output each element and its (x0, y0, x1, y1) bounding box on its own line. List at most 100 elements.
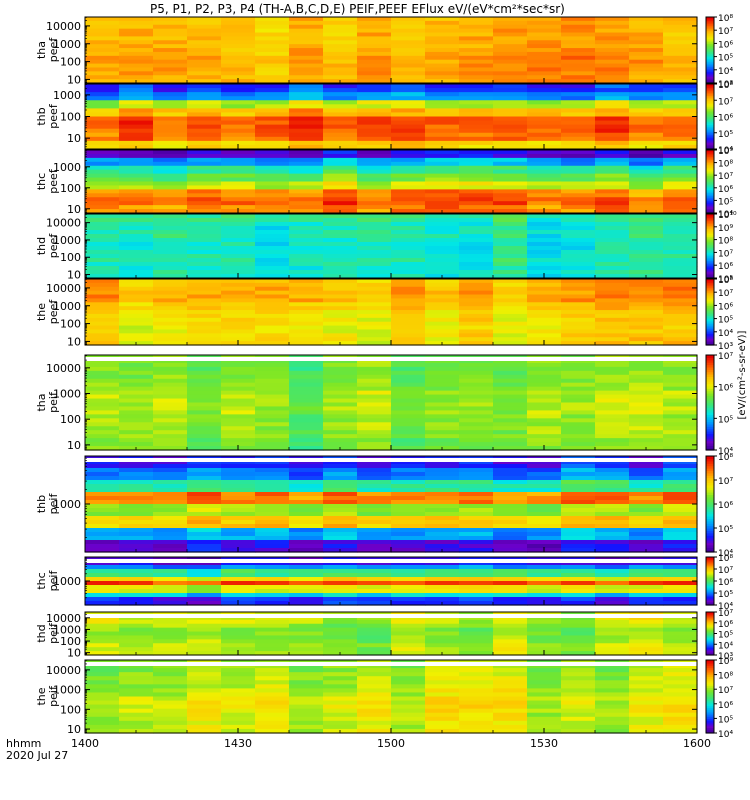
colorbar-step (706, 313, 714, 316)
colorbar-step (706, 292, 714, 295)
heatmap-cell (561, 524, 596, 529)
colorbar-step (706, 103, 714, 106)
heatmap-cell (425, 238, 460, 243)
colorbar-step (706, 597, 714, 600)
colorbar-step (706, 116, 714, 119)
heatmap-cell (459, 468, 494, 473)
colorbar-step (706, 187, 714, 190)
heatmap-cell (595, 577, 630, 582)
heatmap-cell (187, 177, 222, 183)
heatmap-cell (85, 341, 120, 346)
heatmap-cell (391, 544, 426, 549)
heatmap-cell (289, 573, 324, 578)
heatmap-cell (391, 593, 426, 598)
heatmap-cell (595, 55, 630, 61)
colorbar-frame (705, 16, 715, 84)
heatmap-cell (459, 635, 494, 640)
heatmap-cell (595, 647, 630, 652)
heatmap-cell (391, 619, 426, 625)
heatmap-cell (663, 728, 698, 734)
colorbar-step (706, 222, 714, 225)
heatmap-cell (663, 84, 698, 89)
colorbar-step (706, 26, 714, 30)
heatmap-cell (85, 593, 120, 598)
heatmap-cell (561, 370, 596, 376)
heatmap-cell (289, 262, 324, 267)
heatmap-cell (595, 214, 630, 219)
heatmap-cell (187, 262, 222, 267)
heatmap-cell (561, 230, 596, 235)
heatmap-cell (221, 680, 256, 685)
heatmap-cell (459, 298, 494, 303)
y-tick-label: 10 (67, 203, 81, 216)
heatmap-cell (357, 104, 392, 109)
heatmap-cell (289, 17, 324, 22)
heatmap-cell (595, 124, 630, 130)
heatmap-cell (629, 333, 664, 338)
heatmap-cell (255, 75, 290, 80)
heatmap-cell (119, 358, 154, 364)
heatmap-cell (459, 460, 494, 465)
colorbar-step (706, 720, 714, 723)
colorbar-step (706, 186, 714, 189)
heatmap-cell (255, 488, 290, 493)
heatmap-cell (629, 688, 664, 694)
heatmap-cell (425, 573, 460, 578)
heatmap-cell (357, 398, 392, 404)
colorbar-step (706, 258, 714, 261)
colorbar-step (706, 615, 714, 617)
heatmap-cell (663, 222, 698, 227)
heatmap-cell (493, 250, 528, 255)
heatmap-cell (493, 577, 528, 582)
heatmap-cell (119, 290, 154, 296)
heatmap-cell (493, 132, 528, 138)
heatmap-cell (527, 532, 562, 537)
heatmap-cell (493, 165, 528, 171)
heatmap-cell (663, 169, 698, 175)
heatmap-cell (595, 181, 630, 187)
heatmap-cell (85, 302, 120, 307)
heatmap-cell (527, 418, 562, 423)
heatmap-cell (289, 728, 324, 734)
colorbar-step (706, 635, 714, 638)
colorbar-step (706, 250, 714, 253)
colorbar-step (706, 409, 714, 413)
heatmap-cell (561, 704, 596, 710)
heatmap-cell (493, 565, 528, 570)
heatmap-cell (425, 460, 460, 465)
heatmap-cell (493, 55, 528, 61)
heatmap-cell (425, 321, 460, 327)
heatmap-cell (255, 63, 290, 69)
colorbar-step (706, 20, 714, 23)
y-tick-label: 1000 (53, 498, 81, 511)
heatmap-cell (493, 362, 528, 368)
heatmap-cell (119, 386, 154, 392)
heatmap-cell (357, 286, 392, 292)
heatmap-cell (187, 668, 222, 673)
heatmap-cell (391, 362, 426, 368)
heatmap-cell (493, 144, 528, 150)
heatmap-cell (663, 635, 698, 640)
heatmap-cell (289, 524, 324, 529)
heatmap-cell (255, 36, 290, 41)
heatmap-cell (187, 488, 222, 493)
colorbar-step (706, 544, 714, 548)
heatmap-cell (323, 581, 358, 586)
colorbar-step (706, 287, 714, 290)
heatmap-cell (595, 266, 630, 271)
heatmap-cell (323, 597, 358, 602)
heatmap-cell (323, 406, 358, 412)
heatmap-cell (221, 724, 256, 730)
heatmap-cell (493, 325, 528, 331)
heatmap-cell (459, 544, 494, 549)
heatmap-cell (255, 639, 290, 644)
colorbar-step (706, 66, 714, 69)
heatmap-cell (255, 664, 290, 669)
heatmap-cell (221, 472, 256, 477)
heatmap-cell (187, 92, 222, 97)
heatmap-cell (595, 643, 630, 648)
colorbar-tick-label: 10⁷ (718, 172, 733, 182)
heatmap-cell (425, 464, 460, 469)
colorbar-step (706, 100, 714, 103)
